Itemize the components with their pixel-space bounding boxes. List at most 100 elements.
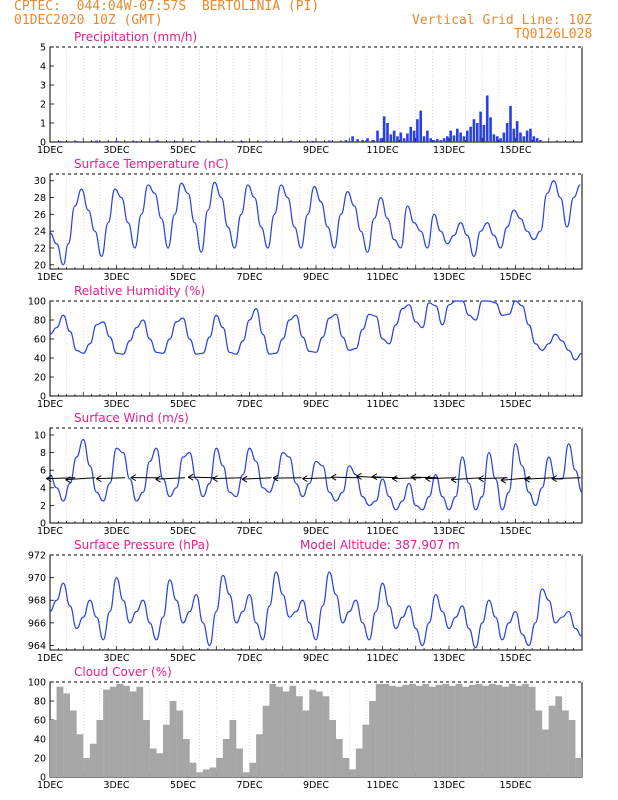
humidity-y-tick-label: 60 [34, 335, 46, 346]
wind-arrow [46, 477, 76, 480]
precipitation-bar [495, 136, 499, 142]
temperature-x-tick-label: 11DEC [366, 272, 398, 283]
temperature-y-tick-label: 22 [34, 243, 46, 254]
cloud-area-bar [136, 686, 144, 777]
cloud-area-bar [83, 758, 90, 777]
humidity-y-tick-label: 40 [34, 354, 46, 365]
precipitation-bar [356, 139, 359, 142]
wind-arrow-head [65, 476, 71, 484]
wind-arrow-head [330, 473, 337, 481]
temperature-x-tick-label: 15DEC [499, 272, 531, 283]
cloud-area-bar [435, 684, 443, 777]
pressure-x-tick-label: 7DEC [237, 653, 263, 664]
cloud-area-bar [342, 758, 350, 777]
precipitation-bar [439, 140, 442, 142]
pressure-y-tick-label: 970 [28, 573, 46, 584]
precipitation-y-tick-label: 3 [40, 81, 46, 92]
cloud-area-bar [495, 684, 503, 777]
humidity-x-tick-label: 11DEC [366, 399, 398, 410]
wind-arrow [302, 477, 332, 480]
humidity-title: Relative Humidity (%) [74, 284, 205, 298]
wind-y-tick-label: 2 [40, 501, 46, 512]
precipitation-bar [392, 130, 396, 142]
wind-arrow-head [450, 476, 457, 484]
precipitation-bar [361, 140, 364, 142]
humidity-line [49, 300, 583, 361]
precipitation-bar [389, 134, 393, 142]
cloud-area-bar [428, 686, 436, 777]
cloud-area-bar [123, 685, 130, 777]
cloud-area-bar [382, 683, 390, 777]
temperature-x-tick-label: 5DEC [170, 272, 196, 283]
temperature-line [49, 180, 581, 266]
wind-arrow-head [130, 474, 137, 482]
wind-arrow-head [187, 473, 194, 481]
precipitation-bar [175, 141, 178, 142]
precipitation-bar [509, 105, 512, 142]
wind-arrow [155, 477, 186, 480]
precipitation-bar [419, 110, 423, 142]
cloud-x-tick-label: 1DEC [37, 780, 63, 791]
wind-arrow [212, 477, 242, 480]
precipitation-bar [436, 139, 439, 142]
cloud-area-bar [555, 696, 563, 777]
precipitation-bar [426, 130, 429, 142]
precipitation-bar [462, 136, 466, 142]
precipitation-bar [406, 133, 409, 142]
precipitation-bar [465, 130, 469, 142]
wind-arrow-head [425, 475, 431, 483]
precipitation-y-tick-label: 2 [40, 100, 46, 111]
cloud-area-bar [475, 683, 483, 777]
wind-arrow [551, 477, 581, 480]
cloud-area-bar [315, 691, 323, 777]
humidity-x-tick-label: 7DEC [237, 399, 263, 410]
precipitation-bar [382, 116, 386, 142]
temperature-x-tick-label: 1DEC [37, 272, 63, 283]
wind-arrow [451, 477, 481, 481]
cloud-area-bar [289, 685, 297, 777]
wind-x-tick-label: 11DEC [366, 526, 398, 537]
cloud-y-tick-label: 20 [34, 754, 46, 765]
cloud-area-bar [56, 686, 64, 777]
cloud-area-bar [515, 685, 523, 777]
precipitation-bar [432, 140, 436, 142]
wind-x-tick-label: 13DEC [433, 526, 465, 537]
precipitation-bar [95, 140, 98, 142]
wind-arrow-head [302, 475, 308, 483]
wind-arrow-head [551, 475, 558, 483]
precipitation-y-tick-label: 1 [40, 119, 46, 130]
wind-arrow-head [478, 475, 484, 483]
wind-title: Surface Wind (m/s) [74, 411, 189, 425]
cloud-area-bar [216, 758, 223, 777]
cloud-area-bar [482, 685, 489, 777]
wind-y-tick-label: 10 [34, 431, 46, 442]
wind-x-tick-label: 1DEC [37, 526, 63, 537]
cloud-area-bar [389, 685, 396, 777]
precipitation-bar [376, 130, 379, 142]
precipitation-bar [535, 138, 539, 142]
wind-arrow-head [391, 475, 398, 483]
precipitation-bar [472, 119, 476, 142]
cloud-x-tick-label: 9DEC [303, 780, 329, 791]
precipitation-x-tick-label: 13DEC [433, 145, 465, 156]
precipitation-bar [522, 136, 526, 142]
cloud-area-bar [502, 686, 509, 777]
cloud-area-bar [109, 686, 117, 777]
precipitation-bar [351, 136, 354, 142]
wind-arrow-head [155, 475, 161, 483]
wind-y-tick-label: 8 [40, 448, 46, 459]
precipitation-bar [288, 141, 291, 142]
temperature-x-tick-label: 7DEC [237, 272, 263, 283]
cloud-area-bar [395, 686, 403, 777]
wind-arrow-head [371, 473, 378, 481]
cloud-area-bar [375, 683, 383, 777]
cloud-y-tick-label: 40 [34, 735, 46, 746]
wind-arrow [478, 477, 508, 480]
precipitation-bar [402, 138, 406, 142]
cloud-area-bar [256, 734, 263, 777]
humidity-y-tick-label: 100 [28, 297, 46, 308]
temperature-y-tick-label: 26 [34, 210, 46, 221]
wind-arrow [96, 477, 126, 480]
wind-arrow-head [241, 475, 248, 483]
wind-arrow-head [46, 475, 52, 483]
